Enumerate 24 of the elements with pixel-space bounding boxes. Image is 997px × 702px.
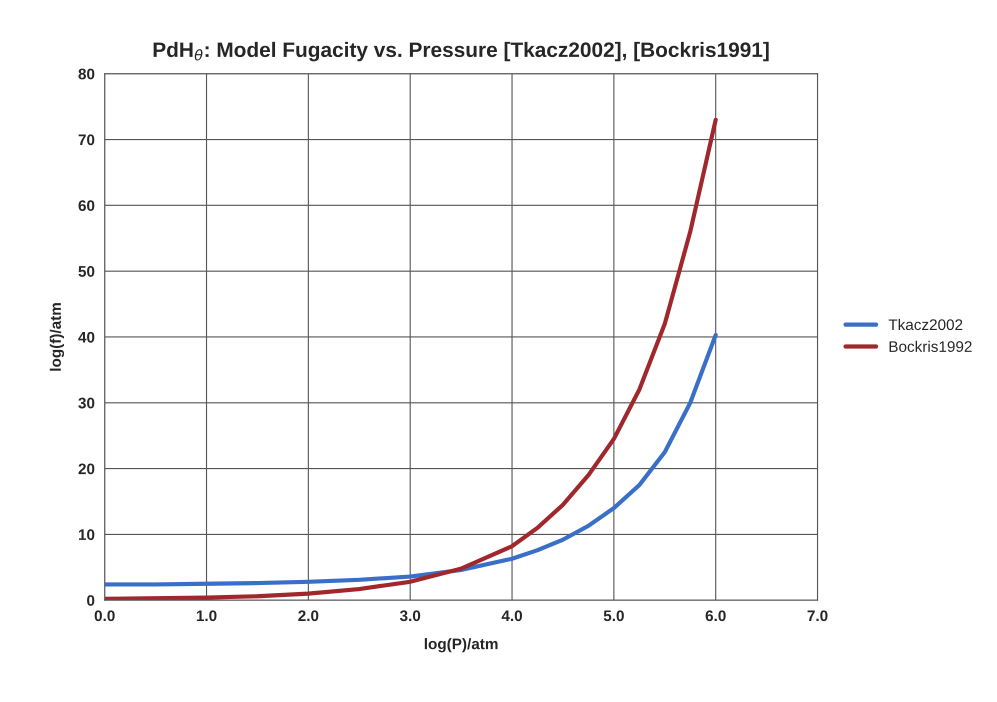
y-axis-title: log(f)/atm (50, 303, 64, 371)
y-tick-label: 40 (78, 332, 94, 343)
legend-label: Bockris1992 (890, 340, 972, 352)
y-tick-label: 0 (87, 595, 94, 606)
chart-title: PdH$_{θ}$: Model Fugacity vs. Pressure [Tkacz2002], [Bockris1991] (154, 42, 769, 62)
x-tick-label: 3.0 (400, 610, 420, 622)
line-series (104, 332, 718, 586)
line-series (104, 118, 718, 600)
x-tick-label: 1.0 (196, 610, 217, 622)
legend-label: Tkacz2002 (888, 318, 962, 330)
y-tick-label: 50 (78, 266, 94, 277)
x-tick-label: 7.0 (808, 610, 828, 622)
y-tick-label: 30 (78, 398, 94, 408)
x-tick-label: 6.0 (706, 610, 726, 622)
y-tick-label: 20 (78, 463, 94, 474)
x-axis-title: log(P)/atm (424, 638, 498, 652)
x-tick-label: 2.0 (298, 610, 318, 622)
y-tick-label: 80 (78, 68, 94, 80)
y-tick-label: 60 (78, 200, 94, 212)
x-tick-label: 5.0 (604, 610, 624, 622)
y-tick-label: 70 (78, 134, 94, 146)
x-tick-label: 0.0 (94, 610, 115, 622)
y-tick-label: 10 (78, 529, 94, 540)
x-tick-label: 4.0 (502, 610, 522, 622)
